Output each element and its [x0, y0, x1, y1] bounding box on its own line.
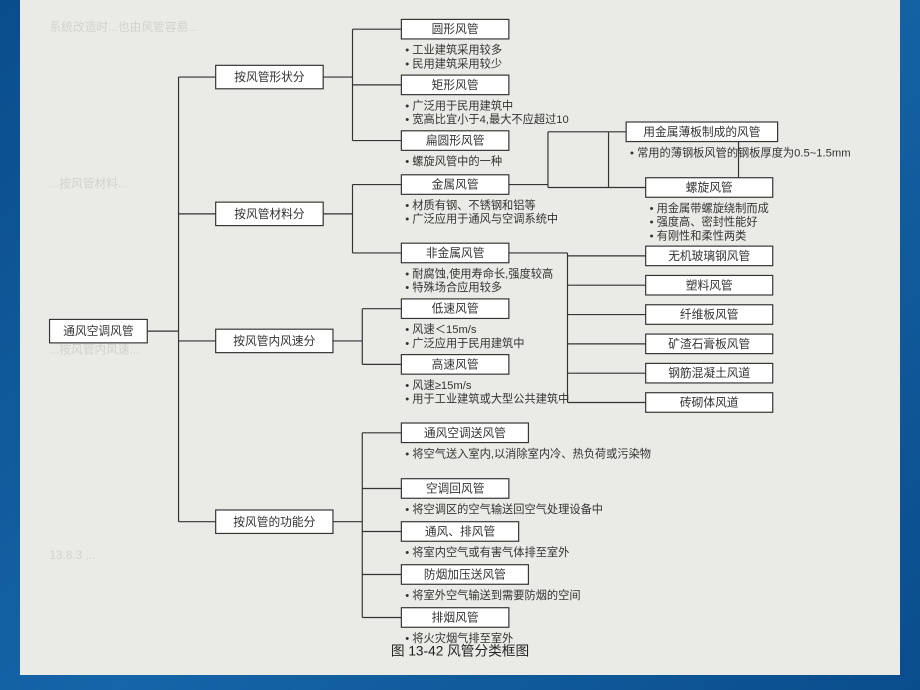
leaf-shape-0-b1: • 民用建筑采用较少 — [405, 56, 502, 70]
leaf-shape-0-b0: • 工业建筑采用较多 — [405, 43, 502, 57]
diagram-svg: 系统改造时...也由风管容易... ...按风管材料... ...按风管内风速.… — [30, 8, 890, 667]
svg-text:13.8.3 ...: 13.8.3 ... — [50, 549, 96, 562]
nm-2-label: 纤维板风管 — [680, 308, 739, 322]
metal-child-b0: • 用金属带螺旋绕制而成 — [650, 201, 769, 215]
leaf-speed-1-label: 高速风管 — [432, 357, 479, 371]
leaf-speed-1-b0: • 风速≥15m/s — [405, 379, 472, 392]
leaf-speed-0-label: 低速风管 — [432, 302, 479, 316]
leaf-speed-0-b1: • 广泛应用于民用建筑中 — [405, 336, 524, 350]
svg-text:...按风管材料...: ...按风管材料... — [50, 176, 128, 190]
nm-4-label: 钢筋混凝土风道 — [668, 366, 750, 380]
leaf-speed-1-b1: • 用于工业建筑或大型公共建筑中 — [405, 392, 569, 406]
nm-5-label: 砖砌体风道 — [680, 396, 739, 410]
leaf-func-0-label: 通风空调送风管 — [424, 426, 506, 440]
nm-0-label: 无机玻璃钢风管 — [668, 249, 750, 263]
leaf-mat-1-b0: • 耐腐蚀,使用寿命长,强度较高 — [405, 266, 553, 280]
metal-child-label: 螺旋风管 — [686, 181, 733, 195]
metal-child-b1: • 强度高、密封性能好 — [650, 215, 758, 229]
leaf-mat-0-b0: • 材质有钢、不锈钢和铝等 — [405, 198, 535, 212]
cat-mat-label: 按风管材料分 — [234, 207, 305, 221]
cat-speed-label: 按风管内风速分 — [233, 334, 315, 348]
leaf-func-2-label: 通风、排风管 — [425, 525, 496, 539]
leaf-shape-0-label: 圆形风管 — [432, 22, 479, 36]
leaf-shape-2-b0: • 螺旋风管中的一种 — [405, 154, 502, 168]
leaf-func-3-label: 防烟加压送风管 — [424, 568, 506, 582]
nm-3-label: 矿渣石膏板风管 — [668, 337, 750, 351]
leaf-func-3-b0: • 将室外空气输送到需要防烟的空间 — [405, 588, 580, 602]
leaf-shape-2-label: 扁圆形风管 — [426, 134, 485, 148]
leaf-func-1-label: 空调回风管 — [426, 482, 485, 496]
paper-area: 系统改造时...也由风管容易... ...按风管材料... ...按风管内风速.… — [20, 0, 900, 675]
svg-text:系统改造时...也由风管容易...: 系统改造时...也由风管容易... — [50, 20, 198, 34]
leaf-shape-1-b1: • 宽高比宜小于4,最大不应超过10 — [405, 112, 569, 126]
metal-parent-label: 用金属薄板制成的风管 — [643, 125, 760, 139]
leaf-func-1-b0: • 将空调区的空气输送回空气处理设备中 — [405, 502, 603, 516]
leaf-mat-0-b1: • 广泛应用于通风与空调系统中 — [405, 212, 558, 226]
leaf-mat-0-label: 金属风管 — [432, 178, 479, 192]
leaf-mat-1-label: 非金属风管 — [426, 246, 485, 260]
leaf-func-0-b0: • 将空气送入室内,以消除室内冷、热负荷或污染物 — [405, 446, 651, 460]
leaf-func-2-b0: • 将室内空气或有害气体排至室外 — [405, 545, 569, 559]
leaf-shape-1-b0: • 广泛用于民用建筑中 — [405, 98, 513, 112]
leaf-mat-1-b1: • 特殊场合应用较多 — [405, 280, 502, 294]
cat-func-label: 按风管的功能分 — [233, 515, 315, 529]
figure-caption: 图 13-42 风管分类框图 — [391, 643, 529, 658]
leaf-shape-1-label: 矩形风管 — [432, 78, 479, 92]
root-label: 通风空调风管 — [63, 324, 134, 338]
cat-shape-label: 按风管形状分 — [234, 70, 305, 84]
leaf-func-4-label: 排烟风管 — [432, 611, 479, 625]
metal-parent-b0: • 常用的薄钢板风管的钢板厚度为0.5~1.5mm — [630, 145, 851, 159]
nm-1-label: 塑料风管 — [686, 278, 733, 292]
leaf-speed-0-b0: • 风速＜15m/s — [405, 323, 477, 336]
bg-bleed: 系统改造时...也由风管容易... ...按风管材料... ...按风管内风速.… — [50, 20, 198, 562]
metal-child-b2: • 有刚性和柔性两类 — [650, 228, 747, 242]
svg-text:...按风管内风速...: ...按风管内风速... — [50, 343, 140, 357]
